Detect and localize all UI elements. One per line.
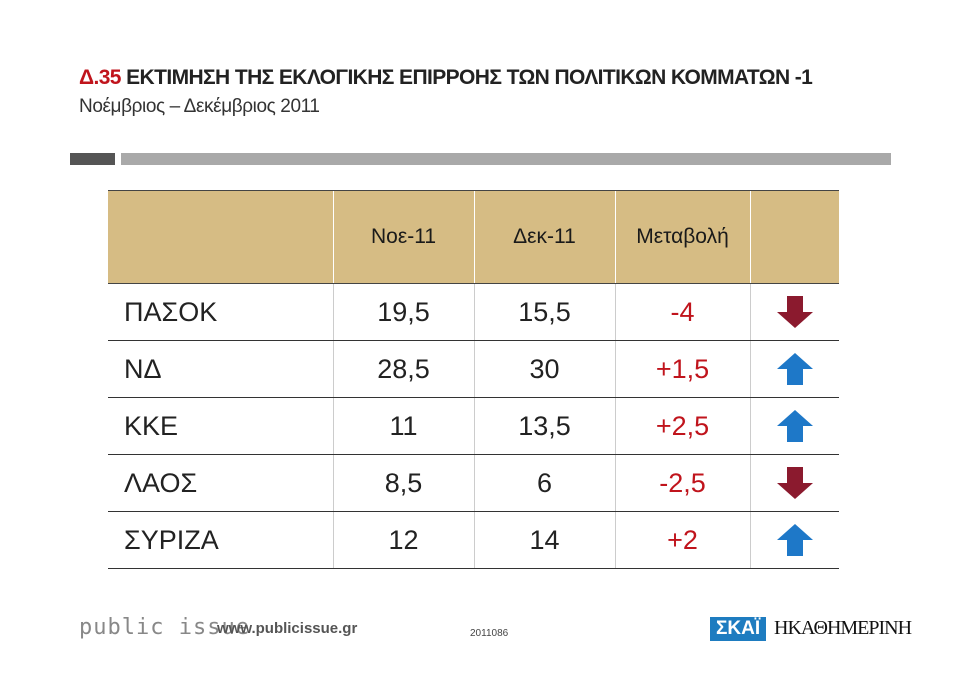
results-table: Νοε-11 Δεκ-11 Μεταβολή ΠΑΣΟΚ 19,5 15,5 -4 ΝΔ… [108, 190, 839, 569]
value-dec: 13,5 [473, 397, 615, 455]
value-nov: 28,5 [332, 340, 474, 398]
column-header-trend [749, 190, 839, 284]
value-dec: 6 [473, 454, 615, 512]
survey-code: 2011086 [470, 628, 509, 639]
trend-cell [749, 511, 839, 569]
arrow-up-icon [776, 410, 813, 442]
value-change: -4 [614, 283, 750, 341]
arrow-up-icon [776, 353, 813, 385]
value-dec: 14 [473, 511, 615, 569]
table-row: ΝΔ 28,5 30 +1,5 [108, 340, 839, 398]
skai-logo: ΣΚΑΪ [710, 617, 767, 641]
party-name: ΝΔ [108, 340, 333, 398]
arrow-down-icon [776, 296, 813, 328]
page-title: Δ.35 ΕΚΤΙΜΗΣΗ ΤΗΣ ΕΚΛΟΓΙΚΗΣ ΕΠΙΡΡΟΗΣ ΤΩΝ… [79, 66, 813, 90]
arrow-up-icon [776, 524, 813, 556]
value-change: +1,5 [614, 340, 750, 398]
page-subtitle: Νοέμβριος – Δεκέμβριος 2011 [79, 96, 320, 117]
column-header [108, 190, 333, 284]
value-dec: 15,5 [473, 283, 615, 341]
party-name: ΚΚΕ [108, 397, 333, 455]
column-header-dec: Δεκ-11 [473, 190, 615, 284]
party-name: ΛΑΟΣ [108, 454, 333, 512]
value-change: -2,5 [614, 454, 750, 512]
title-text: ΕΚΤΙΜΗΣΗ ΤΗΣ ΕΚΛΟΓΙΚΗΣ ΕΠΙΡΡΟΗΣ ΤΩΝ ΠΟΛΙ… [126, 66, 813, 89]
party-name: ΠΑΣΟΚ [108, 283, 333, 341]
value-nov: 8,5 [332, 454, 474, 512]
column-header-nov: Νοε-11 [332, 190, 474, 284]
arrow-down-icon [776, 467, 813, 499]
decor-bar-light [121, 153, 891, 165]
column-header-change: Μεταβολή [614, 190, 750, 284]
trend-cell [749, 454, 839, 512]
trend-cell [749, 340, 839, 398]
table-row: ΣΥΡΙΖΑ 12 14 +2 [108, 511, 839, 569]
value-nov: 12 [332, 511, 474, 569]
table-row: ΚΚΕ 11 13,5 +2,5 [108, 397, 839, 455]
party-name: ΣΥΡΙΖΑ [108, 511, 333, 569]
table-row: ΛΑΟΣ 8,5 6 -2,5 [108, 454, 839, 512]
slide-code: Δ.35 [79, 66, 121, 89]
website-link[interactable]: www.publicissue.gr [217, 620, 358, 637]
value-nov: 19,5 [332, 283, 474, 341]
value-change: +2,5 [614, 397, 750, 455]
trend-cell [749, 397, 839, 455]
table-row: ΠΑΣΟΚ 19,5 15,5 -4 [108, 283, 839, 341]
value-change: +2 [614, 511, 750, 569]
value-dec: 30 [473, 340, 615, 398]
decor-bar-dark [70, 153, 115, 165]
trend-cell [749, 283, 839, 341]
value-nov: 11 [332, 397, 474, 455]
kathimerini-logo: ΗΚΑΘΗΜΕΡΙΝΗ [774, 617, 912, 639]
public-issue-logo: public issue [79, 615, 250, 640]
